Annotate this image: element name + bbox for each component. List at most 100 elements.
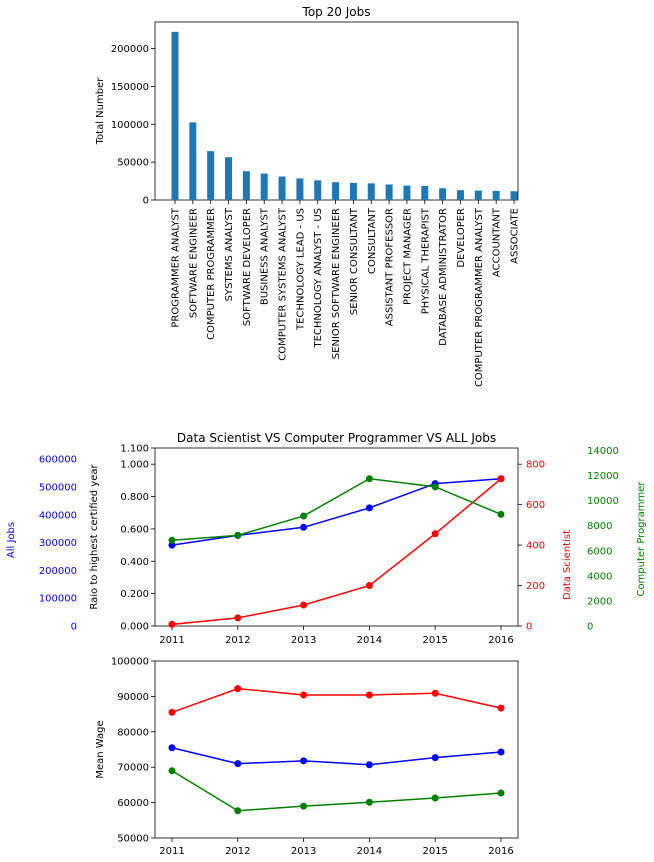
bar-x-tick-label: COMPUTER PROGRAMMER ANALYST: [474, 207, 485, 387]
bar: [296, 178, 304, 200]
computer-programmer-tick-label: 2000: [587, 596, 612, 607]
all-jobs-tick-label: 400000: [39, 510, 77, 521]
wage-series-point: [168, 744, 176, 752]
bar-x-tick-label: PROJECT MANAGER: [402, 208, 413, 305]
wage-series-point: [300, 757, 308, 765]
primary-y-axis-label: Raio to highest certified year: [89, 464, 100, 610]
data-scientist-tick-label: 0: [526, 622, 532, 633]
bar-x-tick-label: SYSTEMS ANALYST: [224, 207, 235, 301]
wage-x-tick-label: 2011: [159, 846, 184, 857]
bar-x-tick-label: PHYSICAL THERAPIST: [420, 207, 431, 314]
primary-y-tick-label: 0.400: [120, 557, 149, 568]
series-point: [431, 483, 439, 491]
bar-y-tick-label: 50000: [117, 158, 149, 169]
bar: [171, 31, 179, 201]
wage-series-point: [431, 689, 439, 697]
wage-series-point: [365, 798, 373, 806]
line-x-tick-label: 2016: [488, 635, 513, 646]
bar-x-tick-label: ACCOUNTANT: [492, 207, 503, 277]
series-point: [300, 601, 308, 609]
series-line: [171, 477, 502, 546]
data-scientist-tick-label: 600: [526, 500, 545, 511]
computer-programmer-tick-label: 0: [587, 622, 593, 633]
bar: [260, 173, 268, 200]
primary-y-tick-label: 0.200: [120, 589, 149, 600]
bar-x-tick-label: SOFTWARE DEVELOPER: [242, 208, 253, 326]
bar-x-tick-label: SENIOR CONSULTANT: [349, 207, 360, 315]
bar: [385, 184, 393, 200]
all-jobs-tick-label: 0: [71, 622, 77, 633]
series-line: [171, 477, 502, 541]
wage-series-point: [234, 760, 242, 768]
bar: [314, 180, 322, 200]
wage-series-point: [365, 761, 373, 769]
bar-x-tick-label: BUSINESS ANALYST: [260, 207, 271, 305]
bar: [474, 190, 482, 200]
bar: [332, 182, 340, 200]
bar: [456, 190, 464, 200]
bar: [492, 190, 500, 200]
wage-series-point: [497, 704, 505, 712]
bar-y-tick-label: 200000: [111, 44, 149, 55]
bar-y-tick-label: 150000: [111, 82, 149, 93]
series-point: [300, 512, 308, 520]
bar: [403, 185, 411, 200]
line-x-tick-label: 2014: [357, 635, 382, 646]
bar-x-tick-label: COMPUTER SYSTEMS ANALYST: [278, 207, 289, 361]
series-point: [365, 475, 373, 483]
bar: [421, 185, 429, 200]
wage-series-point: [431, 794, 439, 802]
wage-series-point: [300, 802, 308, 810]
line-x-tick-label: 2013: [291, 635, 316, 646]
wage-series-line: [171, 747, 502, 766]
bar-x-tick-label: TECHNOLOGY ANALYST - US: [313, 208, 324, 349]
wage-plot-frame: [154, 660, 519, 839]
wage-x-tick-label: 2012: [225, 846, 250, 857]
series-point: [365, 504, 373, 512]
series-point: [497, 475, 505, 483]
computer-programmer-tick-label: 6000: [587, 546, 612, 557]
bar: [189, 122, 197, 200]
bar-y-axis-label: Total Number: [95, 77, 106, 146]
series-point: [365, 582, 373, 590]
series-point: [234, 531, 242, 539]
all-jobs-tick-label: 100000: [39, 594, 77, 605]
bar-x-tick-label: PROGRAMMER ANALYST: [171, 207, 182, 328]
data-scientist-tick-label: 400: [526, 541, 545, 552]
bar-x-tick-label: TECHNOLOGY LEAD - US: [295, 208, 306, 331]
wage-series-point: [497, 748, 505, 756]
series-point: [168, 620, 176, 628]
series-point: [234, 614, 242, 622]
computer-programmer-tick-label: 12000: [587, 471, 619, 482]
bar-x-tick-label: ASSISTANT PROFESSOR: [385, 208, 396, 326]
bar-x-tick-label: COMPUTER PROGRAMMER: [206, 208, 217, 340]
computer-programmer-axis-label: Computer Programmer: [636, 481, 647, 597]
all-jobs-tick-label: 300000: [39, 538, 77, 549]
series-point: [497, 510, 505, 518]
wage-series-point: [365, 691, 373, 699]
all-jobs-axis-label: All Jobs: [6, 522, 17, 558]
wage-x-tick-label: 2013: [291, 846, 316, 857]
wage-x-tick-label: 2015: [422, 846, 447, 857]
wage-y-axis-label: Mean Wage: [95, 720, 106, 778]
bar-x-tick-label: CONSULTANT: [367, 207, 378, 274]
wage-series-point: [234, 807, 242, 815]
wage-y-tick-label: 90000: [117, 692, 149, 703]
wage-series-line: [171, 687, 502, 714]
wage-series-point: [497, 789, 505, 797]
line-x-tick-label: 2015: [422, 635, 447, 646]
primary-y-tick-label: 0.800: [120, 492, 149, 503]
computer-programmer-tick-label: 4000: [587, 571, 612, 582]
computer-programmer-tick-label: 10000: [587, 496, 619, 507]
line-x-tick-label: 2011: [159, 635, 184, 646]
data-scientist-tick-label: 200: [526, 581, 545, 592]
wage-series-point: [234, 685, 242, 693]
primary-y-tick-label: 0.600: [120, 524, 149, 535]
wage-series-line: [171, 770, 502, 812]
bar: [367, 183, 375, 200]
primary-y-tick-label: 1.100: [120, 444, 149, 455]
primary-y-tick-label: 1.000: [120, 460, 149, 471]
wage-y-tick-label: 50000: [117, 834, 149, 845]
bar: [439, 188, 447, 200]
